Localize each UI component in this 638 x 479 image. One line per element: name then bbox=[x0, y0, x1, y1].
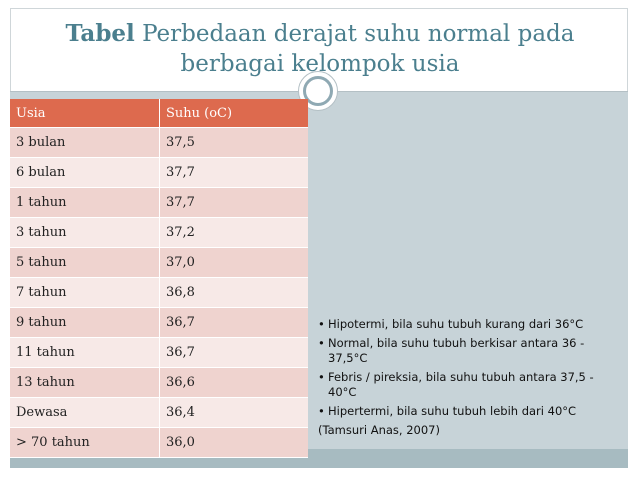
source-citation: (Tamsuri Anas, 2007) bbox=[318, 423, 440, 437]
note-item: • Febris / pireksia, bila suhu tubuh anta… bbox=[316, 370, 621, 400]
temperature-cell: 36,4 bbox=[159, 397, 308, 428]
note-text: Hipotermi, bila suhu tubuh kurang dari 3… bbox=[328, 317, 584, 331]
slide-title: Tabel Perbedaan derajat suhu normal pada… bbox=[25, 19, 615, 79]
age-cell: 7 tahun bbox=[10, 277, 160, 308]
age-cell: 9 tahun bbox=[10, 307, 160, 338]
table-row: 9 tahun 36,7 bbox=[10, 307, 308, 338]
age-cell: Dewasa bbox=[10, 397, 160, 428]
bullet-icon: • bbox=[318, 336, 325, 350]
table-header-row: Usia Suhu (oC) bbox=[10, 99, 308, 128]
temperature-cell: 37,0 bbox=[159, 247, 308, 278]
divider-circle-ornament bbox=[298, 71, 338, 111]
temperature-cell: 36,6 bbox=[159, 367, 308, 398]
table-row: Dewasa 36,4 bbox=[10, 397, 308, 428]
note-text: Febris / pireksia, bila suhu tubuh antar… bbox=[328, 370, 594, 399]
note-item: • Hipotermi, bila suhu tubuh kurang dari … bbox=[316, 317, 621, 332]
table-row: 1 tahun 37,7 bbox=[10, 187, 308, 218]
table-row: 13 tahun 36,6 bbox=[10, 367, 308, 398]
age-cell: 6 bulan bbox=[10, 157, 160, 188]
note-item: • Normal, bila suhu tubuh berkisar antara… bbox=[316, 336, 621, 366]
table-row: 11 tahun 36,7 bbox=[10, 337, 308, 368]
title-rest: Perbedaan derajat suhu normal pada berba… bbox=[134, 21, 575, 77]
temperature-cell: 37,7 bbox=[159, 187, 308, 218]
temperature-cell: 37,7 bbox=[159, 157, 308, 188]
bullet-icon: • bbox=[318, 370, 325, 384]
title-bold: Tabel bbox=[65, 20, 135, 47]
temperature-cell: 36,7 bbox=[159, 307, 308, 338]
table-row: 3 tahun 37,2 bbox=[10, 217, 308, 248]
table-row: 5 tahun 37,0 bbox=[10, 247, 308, 278]
table-row: 3 bulan 37,5 bbox=[10, 127, 308, 158]
age-cell: 13 tahun bbox=[10, 367, 160, 398]
header-age: Usia bbox=[10, 99, 160, 128]
table-row: 6 bulan 37,7 bbox=[10, 157, 308, 188]
temperature-cell: 37,2 bbox=[159, 217, 308, 248]
temperature-cell: 37,5 bbox=[159, 127, 308, 158]
notes-list: • Hipotermi, bila suhu tubuh kurang dari … bbox=[316, 317, 621, 438]
title-box: Tabel Perbedaan derajat suhu normal pada… bbox=[10, 8, 628, 92]
temperature-cell: 36,0 bbox=[159, 427, 308, 458]
bullet-icon: • bbox=[318, 317, 325, 331]
header-temperature: Suhu (oC) bbox=[159, 99, 308, 128]
note-text: Hipertermi, bila suhu tubuh lebih dari 4… bbox=[328, 404, 577, 418]
note-item: • Hipertermi, bila suhu tubuh lebih dari … bbox=[316, 404, 621, 419]
bullet-icon: • bbox=[318, 404, 325, 418]
temperature-cell: 36,8 bbox=[159, 277, 308, 308]
age-cell: 5 tahun bbox=[10, 247, 160, 278]
age-cell: > 70 tahun bbox=[10, 427, 160, 458]
temperature-table: Usia Suhu (oC) 3 bulan 37,5 6 bulan 37,7… bbox=[10, 99, 308, 458]
table-row: 7 tahun 36,8 bbox=[10, 277, 308, 308]
age-cell: 3 bulan bbox=[10, 127, 160, 158]
age-cell: 1 tahun bbox=[10, 187, 160, 218]
divider-circle-inner bbox=[303, 76, 333, 106]
table-row: > 70 tahun 36,0 bbox=[10, 427, 308, 458]
age-cell: 3 tahun bbox=[10, 217, 160, 248]
temperature-cell: 36,7 bbox=[159, 337, 308, 368]
age-cell: 11 tahun bbox=[10, 337, 160, 368]
note-text: Normal, bila suhu tubuh berkisar antara … bbox=[328, 336, 585, 365]
